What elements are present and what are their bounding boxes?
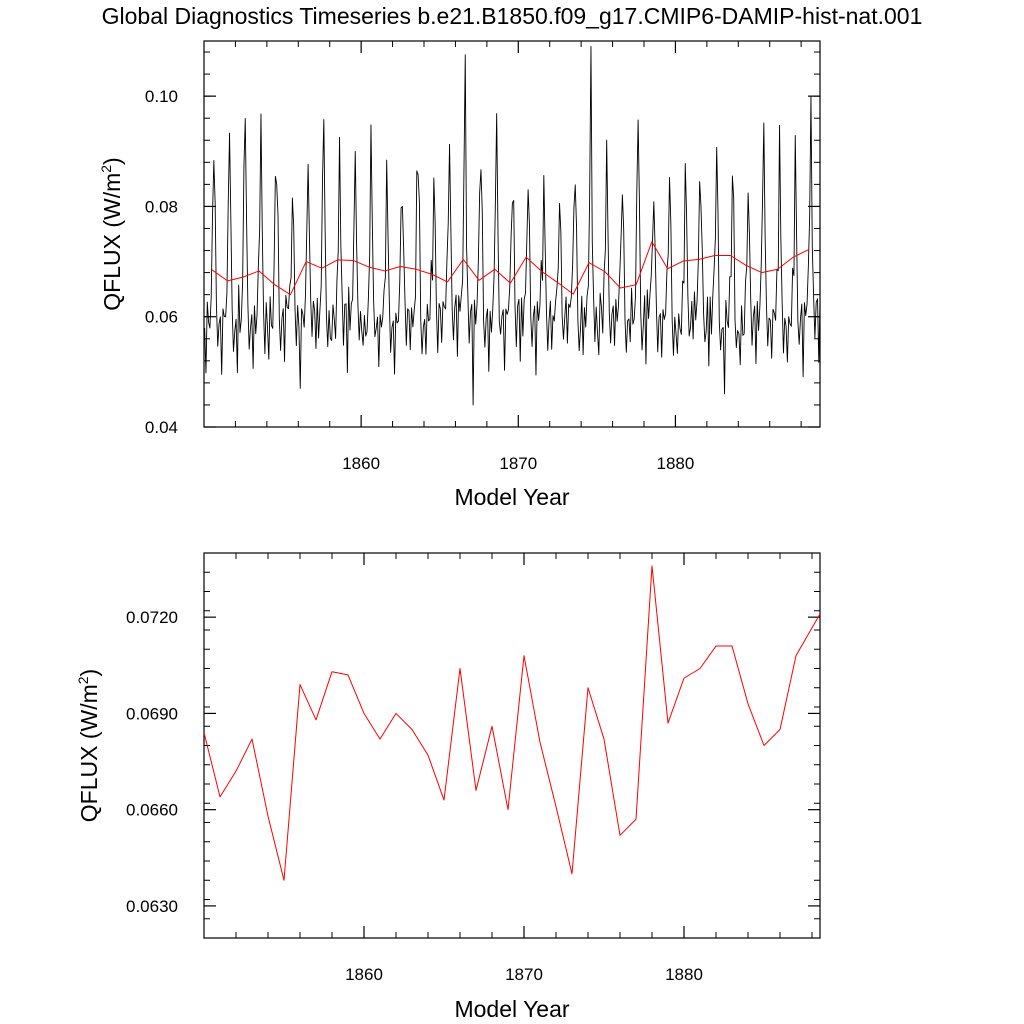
y-tick-label: 0.0690 — [126, 704, 178, 723]
top-panel: 1860 1870 1880 0.04 0.06 0.08 0.10 Model Year QF… — [98, 40, 821, 510]
y-tick-label: 0.10 — [145, 87, 178, 106]
y-tick-label: 0.0660 — [126, 801, 178, 820]
data-area — [204, 46, 820, 406]
y-tick-label: 0.0720 — [126, 608, 178, 627]
x-tick-label: 1860 — [342, 454, 380, 473]
series-line-annual — [204, 565, 820, 881]
x-axis-label: Model Year — [454, 484, 569, 510]
x-tick-label: 1870 — [499, 454, 537, 473]
chart-title: Global Diagnostics Timeseries b.e21.B185… — [102, 3, 923, 29]
y-tick-label: 0.08 — [145, 197, 178, 216]
bottom-panel: 1860 1870 1880 0.0630 0.0660 0.0690 0.0720 Mode… — [75, 552, 821, 1022]
plot-frame — [203, 40, 821, 428]
x-tick-label: 1880 — [657, 454, 695, 473]
x-axis-label: Model Year — [454, 996, 569, 1022]
series-line-annual — [211, 241, 810, 296]
series-line-monthly — [204, 46, 820, 406]
y-tick-label: 0.06 — [145, 308, 178, 327]
x-tick-label: 1870 — [505, 965, 543, 984]
data-area — [204, 565, 820, 881]
x-tick-label: 1860 — [345, 965, 383, 984]
y-axis-label: QFLUX (W/m2) — [75, 669, 102, 822]
y-tick-label: 0.0630 — [126, 897, 178, 916]
x-tick-label: 1880 — [665, 965, 703, 984]
y-axis-label: QFLUX (W/m2) — [98, 157, 125, 310]
y-tick-label: 0.04 — [145, 418, 178, 437]
plot-frame — [203, 552, 821, 939]
